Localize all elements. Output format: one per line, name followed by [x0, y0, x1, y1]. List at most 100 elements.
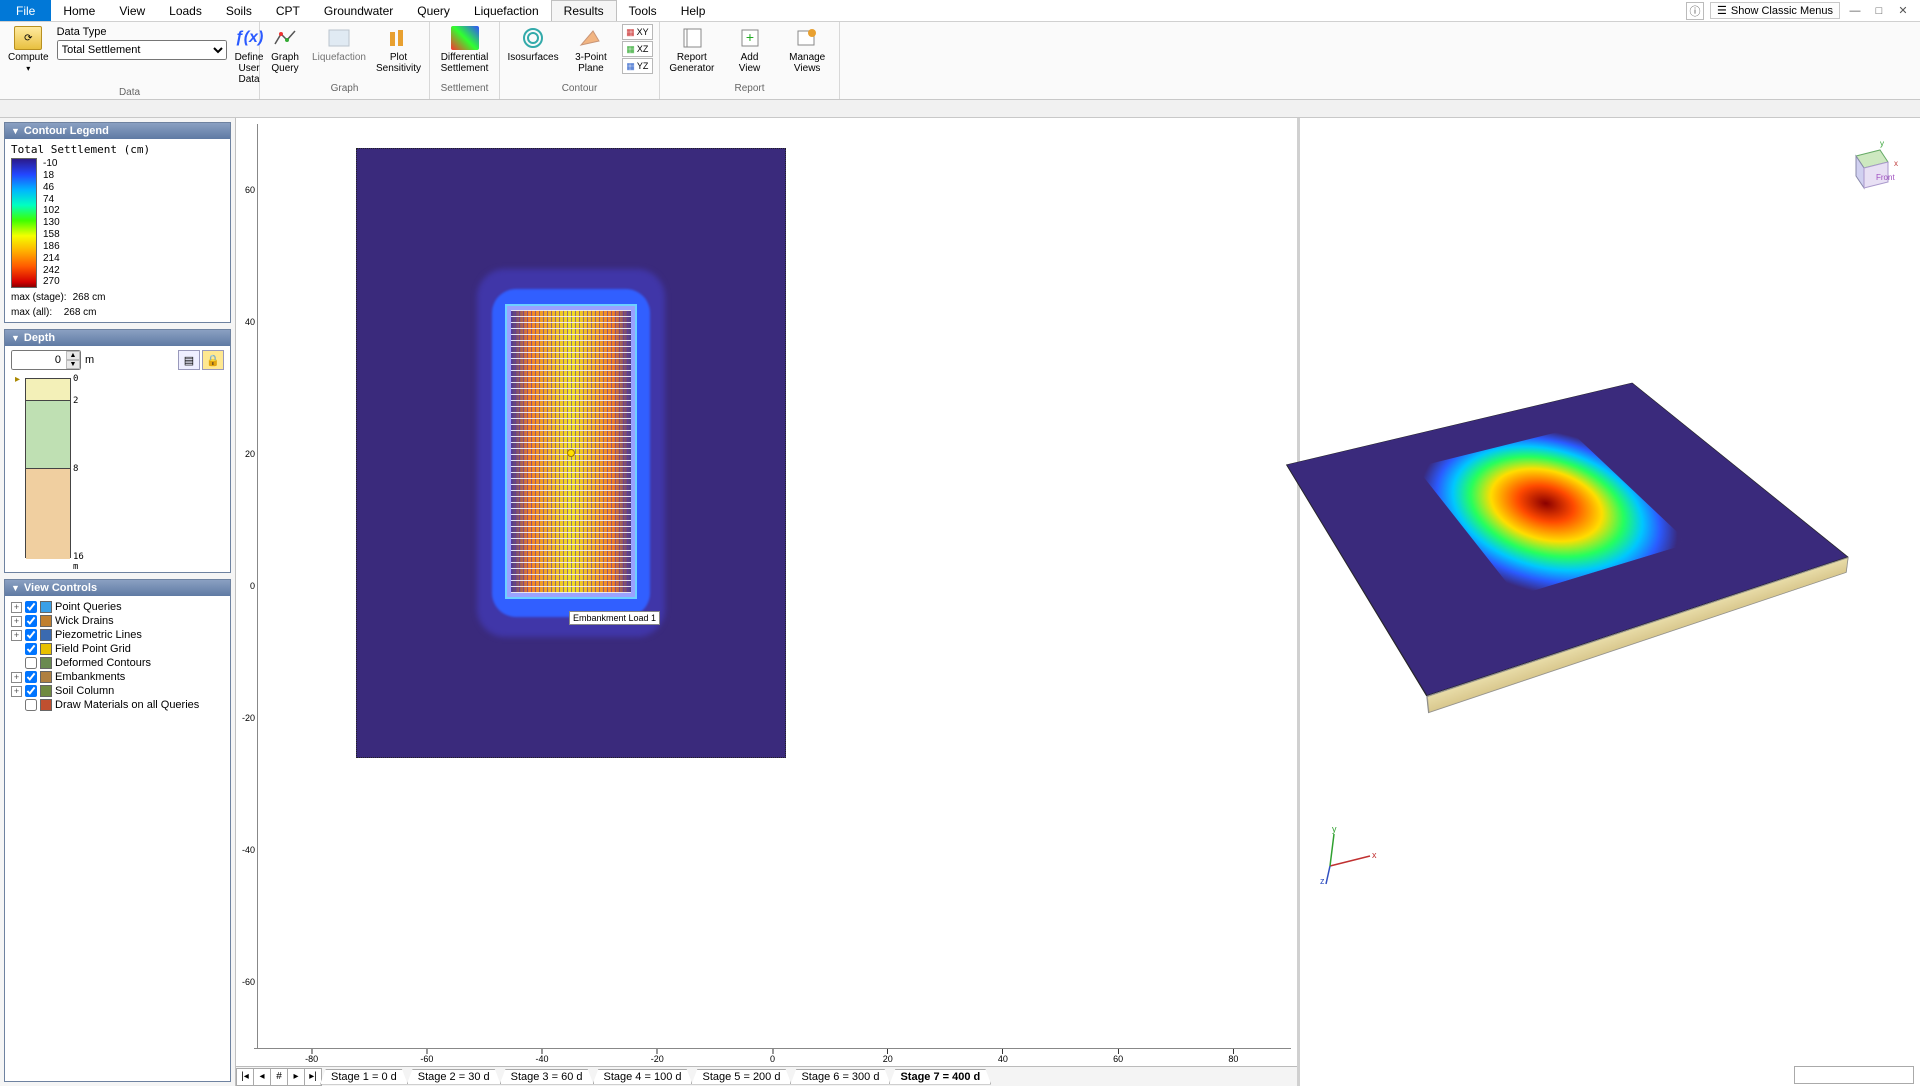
- ribbon-group-settlement: Settlement: [430, 83, 499, 99]
- view-control-checkbox[interactable]: [25, 699, 37, 711]
- stage-tab[interactable]: Stage 4 = 100 d: [593, 1069, 693, 1085]
- expand-icon[interactable]: +: [11, 630, 22, 641]
- menu-tools[interactable]: Tools: [617, 0, 669, 21]
- view-control-item[interactable]: Field Point Grid: [11, 642, 224, 656]
- contour-legend-header[interactable]: ▼Contour Legend: [5, 123, 230, 139]
- minimize-button[interactable]: —: [1846, 5, 1864, 17]
- graph-query-button[interactable]: Graph Query: [266, 24, 304, 76]
- menu-view[interactable]: View: [107, 0, 157, 21]
- expand-icon[interactable]: +: [11, 686, 22, 697]
- stage-list-button[interactable]: #: [270, 1068, 288, 1086]
- depth-down[interactable]: ▼: [66, 360, 80, 369]
- view-control-item[interactable]: + Soil Column: [11, 684, 224, 698]
- graph-icon: [271, 26, 299, 50]
- view-control-label: Embankments: [55, 671, 125, 683]
- report-generator-button[interactable]: Report Generator: [666, 24, 718, 76]
- view-control-label: Deformed Contours: [55, 657, 151, 669]
- add-view-button[interactable]: + Add View: [724, 24, 776, 76]
- compute-button[interactable]: ⟳ Compute▾: [6, 24, 51, 76]
- view-control-checkbox[interactable]: [25, 685, 37, 697]
- expand-icon[interactable]: +: [11, 672, 22, 683]
- stage-prev-button[interactable]: ◂: [253, 1068, 271, 1086]
- view-control-label: Soil Column: [55, 685, 114, 697]
- menu-results[interactable]: Results: [551, 0, 617, 21]
- show-classic-label: Show Classic Menus: [1731, 5, 1833, 17]
- view-control-item[interactable]: + Embankments: [11, 670, 224, 684]
- view-control-label: Field Point Grid: [55, 643, 131, 655]
- view-control-checkbox[interactable]: [25, 643, 37, 655]
- legend-colorbar: [11, 158, 37, 288]
- stage-tab-bar: |◂ ◂ # ▸ ▸| Stage 1 = 0 dStage 2 = 30 dS…: [236, 1066, 1297, 1086]
- view-control-checkbox[interactable]: [25, 671, 37, 683]
- expand-icon[interactable]: +: [11, 602, 22, 613]
- menu-query[interactable]: Query: [405, 0, 462, 21]
- plan-view[interactable]: -60-40-200204060 Embankment Load 1 -80-6…: [236, 118, 1300, 1086]
- status-box: [1794, 1066, 1914, 1084]
- close-button[interactable]: ✕: [1894, 4, 1912, 17]
- legend-title: Total Settlement (cm): [11, 143, 224, 156]
- ribbon-group-report: Report: [660, 83, 839, 99]
- show-classic-menus-button[interactable]: ☰ Show Classic Menus: [1710, 2, 1840, 19]
- stage-tab[interactable]: Stage 2 = 30 d: [407, 1069, 501, 1085]
- manage-views-button[interactable]: Manage Views: [781, 24, 833, 76]
- stage-tab[interactable]: Stage 5 = 200 d: [691, 1069, 791, 1085]
- liquefaction-button[interactable]: Liquefaction: [310, 24, 368, 65]
- view-controls-header[interactable]: ▼View Controls: [5, 580, 230, 596]
- menu-file[interactable]: File: [0, 0, 51, 21]
- view-control-checkbox[interactable]: [25, 657, 37, 669]
- menu-liquefaction[interactable]: Liquefaction: [462, 0, 551, 21]
- stage-tab[interactable]: Stage 6 = 300 d: [790, 1069, 890, 1085]
- contour-legend-panel: ▼Contour Legend Total Settlement (cm) -1…: [4, 122, 231, 323]
- diff-settlement-button[interactable]: Differential Settlement: [436, 24, 493, 76]
- view-control-label: Wick Drains: [55, 615, 114, 627]
- view-control-item[interactable]: +Point Queries: [11, 600, 224, 614]
- iso-view[interactable]: Front x y x y z: [1300, 118, 1920, 1086]
- stage-tab[interactable]: Stage 7 = 400 d: [889, 1069, 991, 1085]
- xy-plane-button[interactable]: ▦XY: [622, 24, 653, 40]
- menu-home[interactable]: Home: [51, 0, 107, 21]
- axis-triad-icon: x y z: [1320, 826, 1380, 886]
- depth-unit: m: [85, 354, 94, 366]
- view-control-checkbox[interactable]: [25, 629, 37, 641]
- menu-cpt[interactable]: CPT: [264, 0, 312, 21]
- stage-tab[interactable]: Stage 3 = 60 d: [500, 1069, 594, 1085]
- view-control-item[interactable]: + Wick Drains: [11, 614, 224, 628]
- depth-lock-icon[interactable]: 🔒: [202, 350, 224, 370]
- stage-tab[interactable]: Stage 1 = 0 d: [320, 1069, 408, 1085]
- plane-icon: [577, 26, 605, 50]
- view-control-checkbox[interactable]: [25, 615, 37, 627]
- svg-text:y: y: [1332, 826, 1337, 834]
- sensitivity-icon: [384, 26, 412, 50]
- info-icon[interactable]: ⓘ: [1686, 2, 1704, 20]
- view-control-item[interactable]: Deformed Contours: [11, 656, 224, 670]
- view-control-label: Draw Materials on all Queries: [55, 699, 199, 711]
- xz-plane-button[interactable]: ▦XZ: [622, 41, 653, 57]
- stage-next-button[interactable]: ▸: [287, 1068, 305, 1086]
- stage-first-button[interactable]: |◂: [236, 1068, 254, 1086]
- yz-plane-button[interactable]: ▦YZ: [622, 58, 653, 74]
- depth-grid-icon[interactable]: ▤: [178, 350, 200, 370]
- plot-sensitivity-button[interactable]: Plot Sensitivity: [374, 24, 423, 76]
- menu-loads[interactable]: Loads: [157, 0, 214, 21]
- menu-groundwater[interactable]: Groundwater: [312, 0, 405, 21]
- layer-icon: [40, 699, 52, 711]
- data-type-select[interactable]: Total Settlement: [57, 40, 227, 60]
- depth-up[interactable]: ▲: [66, 351, 80, 360]
- soil-strata: ▸ 0 2 8 16 m: [11, 378, 91, 568]
- view-control-item[interactable]: Draw Materials on all Queries: [11, 698, 224, 712]
- maximize-button[interactable]: □: [1870, 5, 1888, 17]
- isosurfaces-button[interactable]: Isosurfaces: [506, 24, 560, 65]
- depth-header[interactable]: ▼Depth: [5, 330, 230, 346]
- ruler-horizontal: -80-60-40-20020406080: [254, 1048, 1291, 1066]
- view-control-checkbox[interactable]: [25, 601, 37, 613]
- expand-icon[interactable]: +: [11, 616, 22, 627]
- view-control-item[interactable]: +Piezometric Lines: [11, 628, 224, 642]
- menu-help[interactable]: Help: [669, 0, 718, 21]
- menu-soils[interactable]: Soils: [214, 0, 264, 21]
- view-cube-icon[interactable]: Front x y: [1836, 138, 1900, 202]
- menu-bar: File Home View Loads Soils CPT Groundwat…: [0, 0, 1920, 22]
- layer-icon: [40, 685, 52, 697]
- stage-last-button[interactable]: ▸|: [304, 1068, 322, 1086]
- three-point-plane-button[interactable]: 3-Point Plane: [566, 24, 616, 76]
- svg-text:Front: Front: [1876, 173, 1895, 182]
